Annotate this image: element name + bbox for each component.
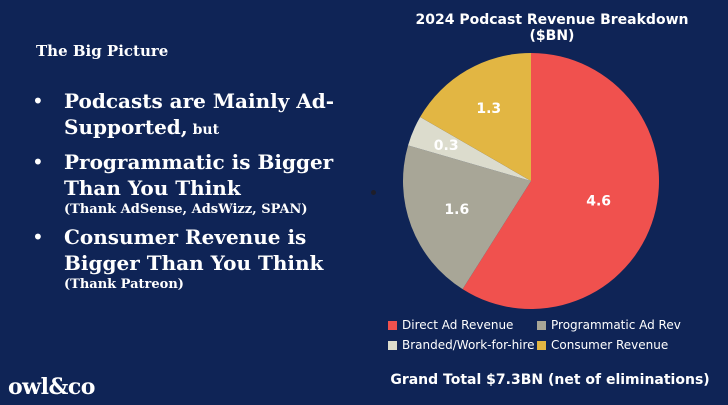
chart-title: 2024 Podcast Revenue Breakdown ($BN) (415, 12, 689, 44)
pie-data-label: 0.3 (434, 138, 459, 154)
bullet-text: Podcasts are Mainly Ad-Supported, (64, 89, 335, 139)
legend-swatch (388, 320, 397, 330)
bullet-dot-icon: • (32, 89, 44, 113)
bullet-text: Programmatic is Bigger Than You Think (64, 150, 334, 200)
bullet-inline-text: but (187, 122, 220, 138)
pie-data-label: 4.6 (586, 194, 611, 210)
legend-swatch (537, 320, 546, 330)
pie-slice-branded-work-for-hire (408, 117, 531, 181)
bullet-subtext: (Thank AdSense, AdsWizz, SPAN) (64, 202, 308, 217)
pie-slice-direct-ad-revenue (462, 53, 659, 309)
legend-swatch (537, 340, 546, 350)
legend-label: Consumer Revenue (551, 338, 669, 352)
legend-label: Direct Ad Revenue (402, 318, 514, 332)
bullet-item: • Consumer Revenue is Bigger Than You Th… (32, 224, 372, 293)
bullet-text: Consumer Revenue is Bigger Than You Thin… (64, 225, 324, 275)
grand-total-footer: Grand Total $7.3BN (net of eliminations) (390, 372, 710, 388)
pie-data-label: 1.3 (476, 101, 501, 117)
legend-item: Direct Ad Revenue (388, 318, 513, 332)
owl-co-logo: owl&co (8, 374, 95, 400)
legend-label: Branded/Work-for-hire (402, 338, 535, 352)
pie-chart: 4.6 1.6 0.3 1.3 (403, 53, 659, 309)
bullet-subtext: (Thank Patreon) (64, 277, 184, 292)
legend-item: Branded/Work-for-hire (388, 338, 535, 352)
bullet-list: • Podcasts are Mainly Ad-Supported, but … (32, 88, 372, 299)
section-heading: The Big Picture (36, 42, 169, 60)
decorative-dot (371, 190, 376, 195)
pie-data-label: 1.6 (444, 202, 469, 218)
pie-slice-programmatic-ad-rev (403, 145, 531, 290)
legend-swatch (388, 340, 397, 350)
bullet-dot-icon: • (32, 225, 44, 249)
pie-slice-consumer-revenue (420, 53, 531, 181)
bullet-item: • Programmatic is Bigger Than You Think … (32, 149, 372, 218)
bullet-item: • Podcasts are Mainly Ad-Supported, but (32, 88, 372, 143)
legend-item: Programmatic Ad Rev (537, 318, 681, 332)
legend-label: Programmatic Ad Rev (551, 318, 681, 332)
bullet-dot-icon: • (32, 150, 44, 174)
legend-item: Consumer Revenue (537, 338, 668, 352)
